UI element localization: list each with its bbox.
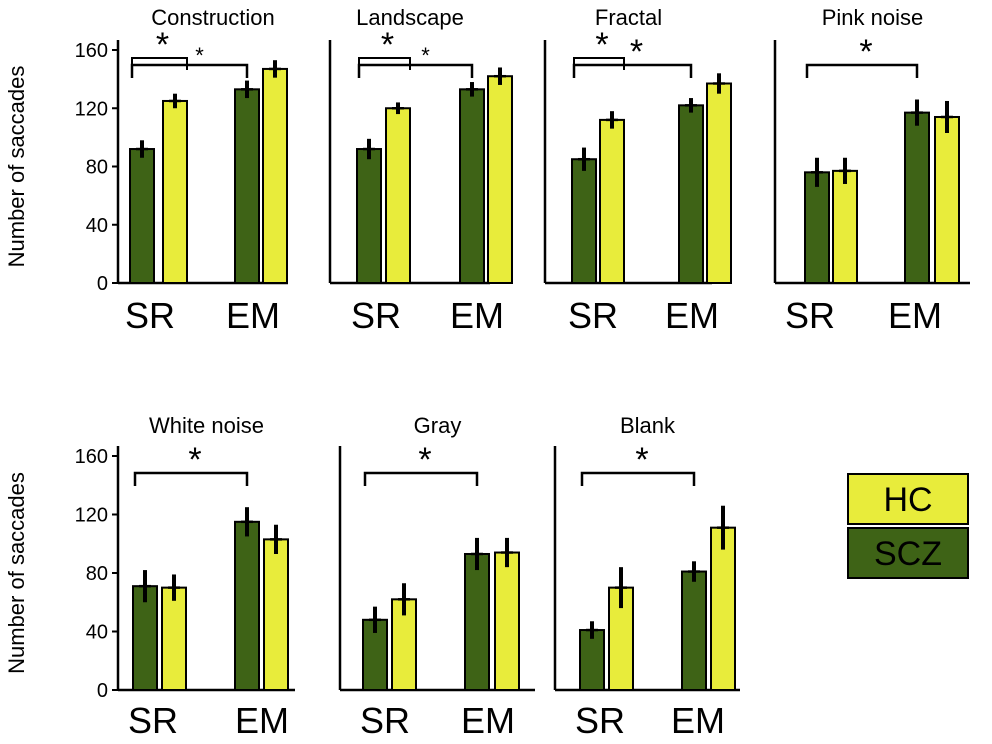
y-tick-label: 120 xyxy=(75,505,108,527)
bar-hc-sr xyxy=(161,586,187,691)
y-tick-label: 80 xyxy=(86,157,108,179)
significance-bracket-sr-em xyxy=(572,63,693,78)
panel-title: White noise xyxy=(149,413,264,438)
significance-bracket-sr-em xyxy=(363,471,479,486)
bar-scz-em xyxy=(234,520,260,691)
significance-star: * xyxy=(635,441,648,479)
bar-hc-em xyxy=(262,67,288,285)
bar-hc-em xyxy=(706,82,732,285)
bar-scz-sr xyxy=(804,171,830,284)
significance-star: * xyxy=(421,43,430,68)
y-tick-label: 160 xyxy=(75,40,108,62)
panel-title: Construction xyxy=(151,5,275,30)
y-tick-label: 0 xyxy=(97,273,108,295)
significance-star: * xyxy=(195,43,204,68)
y-axis-label: Number of saccades xyxy=(4,66,29,268)
bar-hc-sr xyxy=(162,99,188,284)
bar-scz-sr xyxy=(129,148,155,284)
significance-bracket-sr-em xyxy=(580,471,696,486)
legend-label-hc: HC xyxy=(883,481,932,519)
bar-hc-sr xyxy=(385,107,411,284)
legend-label-scz: SCZ xyxy=(874,535,942,573)
significance-star: * xyxy=(156,26,169,64)
bar-scz-em xyxy=(459,88,485,284)
bar-hc-em xyxy=(487,75,513,285)
category-label-sr: SR xyxy=(575,700,625,741)
category-label-em: EM xyxy=(888,295,942,336)
bar-hc-sr xyxy=(599,118,625,285)
category-label-em: EM xyxy=(461,700,515,741)
y-tick-label: 40 xyxy=(86,215,108,237)
legend-swatch-hc xyxy=(847,473,969,525)
bar-hc-sr xyxy=(832,169,858,284)
bar-scz-sr xyxy=(356,148,382,284)
y-tick-label: 40 xyxy=(86,622,108,644)
bar-scz-em xyxy=(904,111,930,285)
panel-title: Blank xyxy=(620,413,676,438)
category-label-em: EM xyxy=(226,295,280,336)
panel-title: Gray xyxy=(414,413,462,438)
significance-star: * xyxy=(859,33,872,71)
y-tick-label: 120 xyxy=(75,98,108,120)
bar-hc-em xyxy=(494,551,520,692)
legend-swatch-scz xyxy=(847,527,969,579)
panel-title: Fractal xyxy=(595,5,662,30)
category-label-em: EM xyxy=(450,295,504,336)
bar-scz-sr xyxy=(579,629,605,691)
bar-scz-em xyxy=(681,570,707,691)
bar-hc-em xyxy=(710,526,736,691)
category-label-sr: SR xyxy=(351,295,401,336)
bar-hc-em xyxy=(934,115,960,284)
significance-bracket-sr-em xyxy=(805,63,919,78)
panel-title: Pink noise xyxy=(822,5,924,30)
significance-bracket-sr-em xyxy=(357,63,474,78)
y-tick-label: 80 xyxy=(86,563,108,585)
bar-hc-em xyxy=(263,538,289,691)
significance-bracket-sr-em xyxy=(130,63,249,78)
y-tick-label: 0 xyxy=(97,680,108,702)
significance-star: * xyxy=(595,26,608,64)
significance-bracket-sr-em xyxy=(133,471,249,486)
category-label-em: EM xyxy=(671,700,725,741)
significance-star: * xyxy=(418,441,431,479)
bar-scz-em xyxy=(678,104,704,285)
category-label-em: EM xyxy=(665,295,719,336)
category-label-sr: SR xyxy=(785,295,835,336)
category-label-sr: SR xyxy=(568,295,618,336)
significance-star: * xyxy=(630,33,643,71)
bar-scz-em xyxy=(234,88,260,284)
category-label-sr: SR xyxy=(128,700,178,741)
significance-star: * xyxy=(188,441,201,479)
category-label-sr: SR xyxy=(360,700,410,741)
bar-scz-sr xyxy=(571,158,597,284)
y-tick-label: 160 xyxy=(75,446,108,468)
y-axis-label: Number of saccades xyxy=(4,472,29,674)
significance-star: * xyxy=(381,26,394,64)
panel-title: Landscape xyxy=(356,5,464,30)
category-label-em: EM xyxy=(235,700,289,741)
bar-scz-em xyxy=(464,552,490,691)
category-label-sr: SR xyxy=(125,295,175,336)
